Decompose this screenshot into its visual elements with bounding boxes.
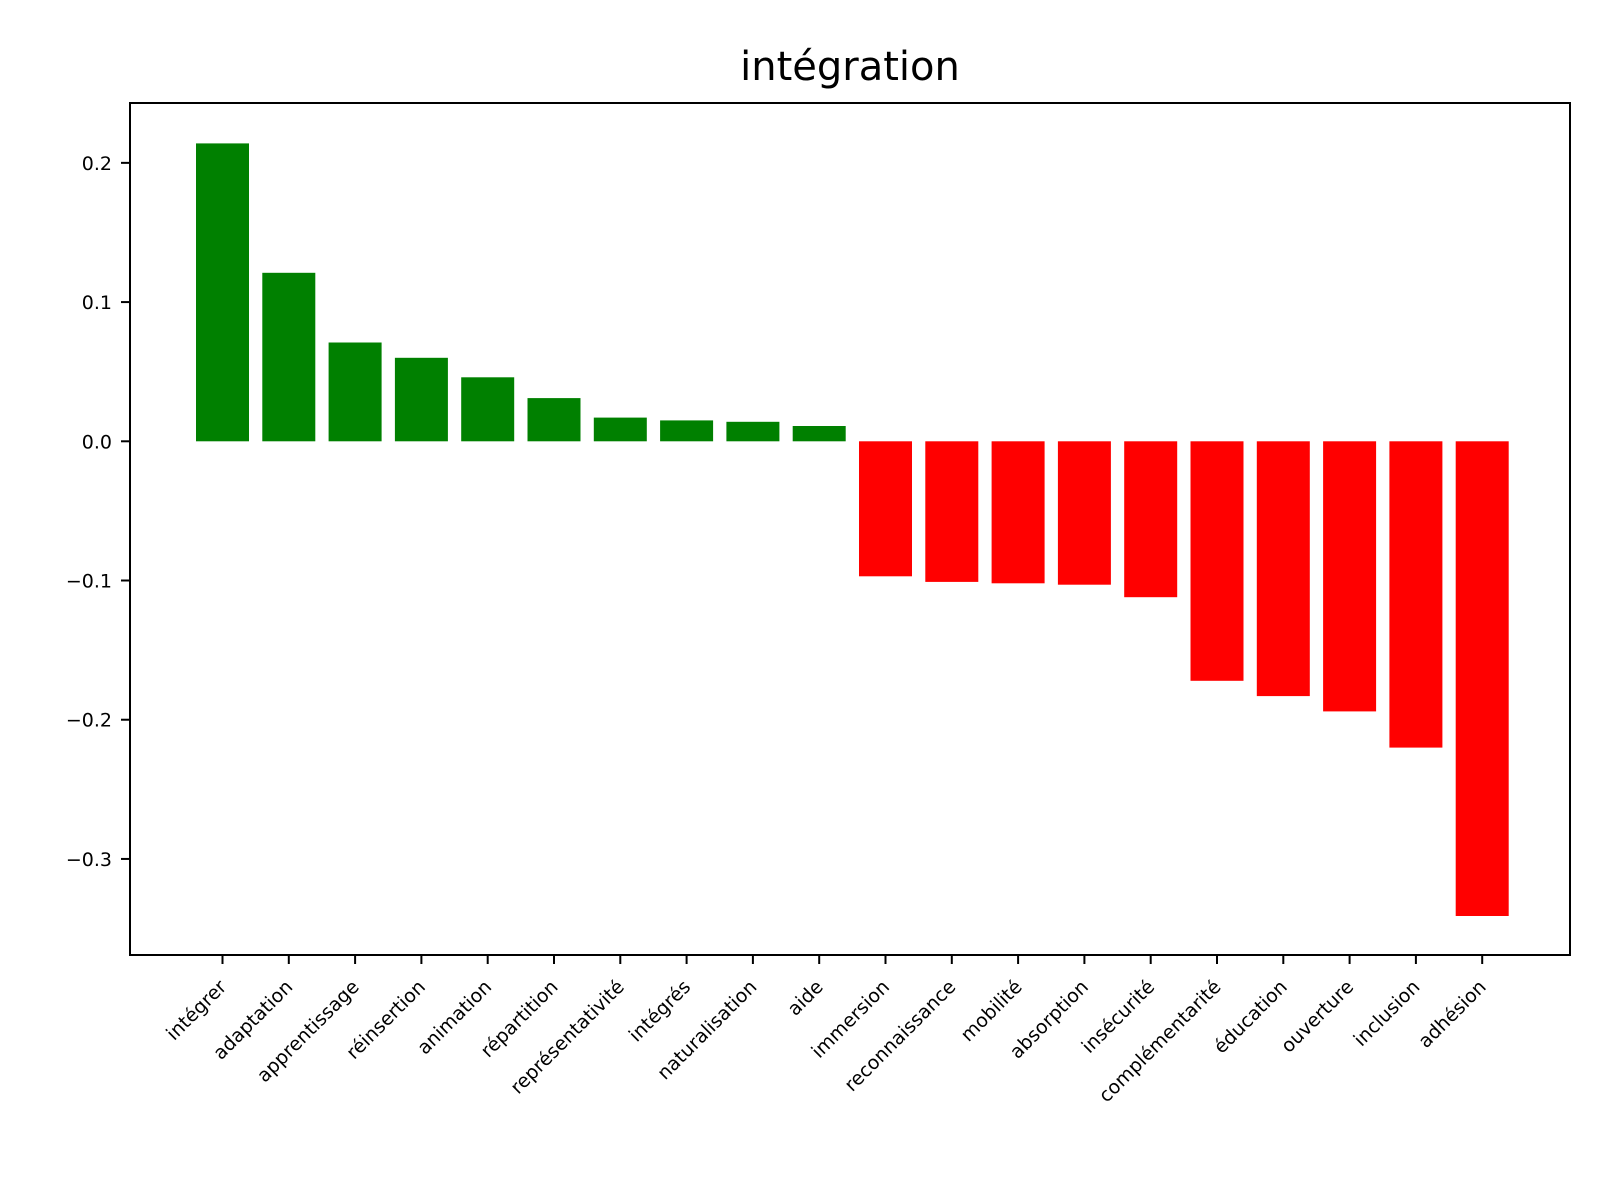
bar-7 <box>660 420 714 442</box>
bar-10 <box>859 441 912 577</box>
y-axis: 0.2 0.1 0.0 −0.1 −0.2 −0.3 <box>66 153 130 871</box>
bar-14 <box>1124 441 1178 598</box>
bar-12 <box>991 441 1045 584</box>
bar-18 <box>1389 441 1443 748</box>
y-tick-label: −0.3 <box>66 849 112 871</box>
bar-9 <box>792 426 846 442</box>
y-tick-label: −0.1 <box>66 571 112 593</box>
bar-4 <box>461 377 515 442</box>
bar-13 <box>1057 441 1111 585</box>
bar-19 <box>1455 441 1509 916</box>
x-tick-label: inclusion <box>1350 976 1425 1051</box>
x-tick-label: ouverture <box>1277 976 1358 1057</box>
bar-15 <box>1190 441 1244 681</box>
bar-group <box>196 143 1509 916</box>
x-tick-label: intégrer <box>162 976 231 1045</box>
x-tick-label: reconnaissance <box>840 976 960 1096</box>
x-tick-label: aide <box>783 976 827 1020</box>
bar-1 <box>262 272 316 442</box>
x-tick-label: représentativité <box>506 976 629 1099</box>
bar-2 <box>328 342 382 442</box>
x-axis: intégreradaptationapprentissageréinserti… <box>162 955 1491 1107</box>
y-tick-label: −0.2 <box>66 710 112 732</box>
x-tick-label: complémentarité <box>1095 976 1226 1107</box>
y-tick-label: 0.0 <box>82 431 112 453</box>
bar-5 <box>527 398 581 442</box>
y-tick-label: 0.2 <box>82 153 112 175</box>
x-tick-label: mobilité <box>957 976 1027 1046</box>
x-tick-label: intégrés <box>625 976 695 1046</box>
bar-0 <box>196 143 249 442</box>
bar-8 <box>726 421 780 442</box>
bar-16 <box>1256 441 1310 697</box>
bar-17 <box>1323 441 1377 712</box>
chart-title: intégration <box>740 44 960 90</box>
bar-6 <box>593 417 647 442</box>
bar-3 <box>394 357 448 442</box>
plot-frame <box>129 102 1571 956</box>
x-tick-label: adhésion <box>1414 976 1491 1053</box>
y-tick-label: 0.1 <box>82 292 112 314</box>
bar-11 <box>925 441 979 582</box>
